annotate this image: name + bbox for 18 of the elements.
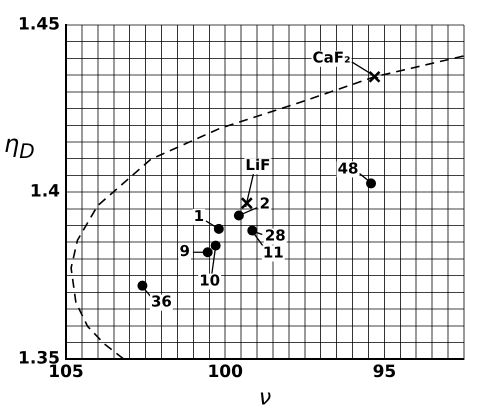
annotation: 9 <box>179 242 190 260</box>
point <box>240 196 254 210</box>
annotation: 48 <box>338 159 358 178</box>
annotation: 36 <box>150 292 172 311</box>
annotation: 1 <box>194 206 204 225</box>
annotation: CaF₂ <box>312 48 351 67</box>
y-tick-label: 1.4 <box>30 182 60 202</box>
x-axis-title: ν <box>258 386 272 411</box>
x-tick-label: 95 <box>372 362 396 382</box>
annotation: 11 <box>262 243 284 262</box>
y-axis-title: η$_{D}$ <box>4 130 35 163</box>
point <box>368 70 381 83</box>
annotation: 28 <box>264 226 286 244</box>
annotation: 10 <box>199 271 220 290</box>
annotation: 2 <box>260 194 270 212</box>
x-tick-label: 100 <box>207 362 244 382</box>
y-tick-label: 1.45 <box>18 14 60 34</box>
annotation: LiF <box>245 156 270 174</box>
